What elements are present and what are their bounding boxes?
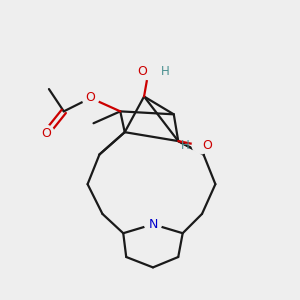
Text: O: O xyxy=(85,92,95,104)
Text: O: O xyxy=(41,127,51,140)
Text: H: H xyxy=(160,65,169,78)
Text: N: N xyxy=(148,218,158,231)
Circle shape xyxy=(38,125,54,142)
Circle shape xyxy=(145,216,161,232)
Text: O: O xyxy=(137,65,147,78)
Circle shape xyxy=(82,90,99,106)
Text: H: H xyxy=(181,139,189,152)
Circle shape xyxy=(140,63,157,80)
Circle shape xyxy=(192,137,209,154)
Text: O: O xyxy=(202,139,212,152)
